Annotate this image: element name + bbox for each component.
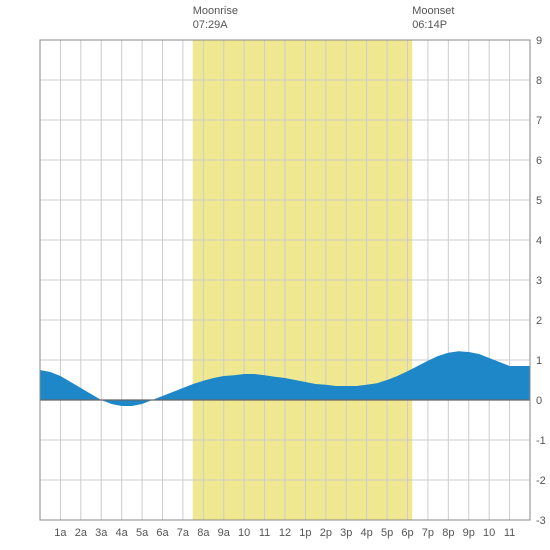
moonset-time: 06:14P bbox=[412, 19, 447, 31]
y-tick-label: 6 bbox=[536, 155, 542, 167]
y-tick-label: 4 bbox=[536, 235, 542, 247]
x-tick-label: 7p bbox=[422, 527, 434, 539]
x-tick-label: 11 bbox=[259, 527, 270, 539]
x-tick-label: 3a bbox=[95, 527, 108, 539]
y-tick-label: 1 bbox=[536, 355, 542, 367]
x-tick-label: 10 bbox=[483, 527, 495, 539]
x-tick-label: 1p bbox=[299, 527, 311, 539]
x-tick-label: 11 bbox=[504, 527, 515, 539]
x-tick-label: 4p bbox=[361, 527, 373, 539]
x-tick-label: 10 bbox=[238, 527, 250, 539]
x-tick-label: 9a bbox=[218, 527, 231, 539]
x-tick-label: 2p bbox=[320, 527, 332, 539]
moonset-label: Moonset bbox=[412, 5, 454, 17]
y-tick-label: 0 bbox=[536, 395, 542, 407]
x-tick-label: 8p bbox=[442, 527, 454, 539]
x-tick-label: 3p bbox=[340, 527, 352, 539]
y-tick-label: -3 bbox=[536, 515, 546, 527]
tide-chart: -3-2-101234567891a2a3a4a5a6a7a8a9a101112… bbox=[0, 0, 550, 550]
moonrise-time: 07:29A bbox=[193, 19, 229, 31]
x-tick-label: 8a bbox=[197, 527, 210, 539]
x-tick-label: 12 bbox=[279, 527, 291, 539]
moonrise-label: Moonrise bbox=[193, 5, 238, 17]
x-tick-label: 4a bbox=[116, 527, 129, 539]
x-tick-label: 7a bbox=[177, 527, 190, 539]
x-tick-label: 6p bbox=[401, 527, 413, 539]
y-tick-label: 2 bbox=[536, 315, 542, 327]
chart-svg: -3-2-101234567891a2a3a4a5a6a7a8a9a101112… bbox=[0, 0, 550, 550]
y-tick-label: 3 bbox=[536, 275, 542, 287]
x-tick-label: 6a bbox=[156, 527, 169, 539]
x-tick-label: 9p bbox=[463, 527, 475, 539]
y-tick-label: -1 bbox=[536, 435, 546, 447]
x-tick-label: 2a bbox=[75, 527, 88, 539]
y-tick-label: 9 bbox=[536, 35, 542, 47]
x-tick-label: 5a bbox=[136, 527, 149, 539]
y-tick-label: -2 bbox=[536, 475, 546, 487]
y-tick-label: 7 bbox=[536, 115, 542, 127]
x-tick-label: 1a bbox=[54, 527, 67, 539]
x-tick-label: 5p bbox=[381, 527, 393, 539]
y-tick-label: 8 bbox=[536, 75, 542, 87]
y-tick-label: 5 bbox=[536, 195, 542, 207]
